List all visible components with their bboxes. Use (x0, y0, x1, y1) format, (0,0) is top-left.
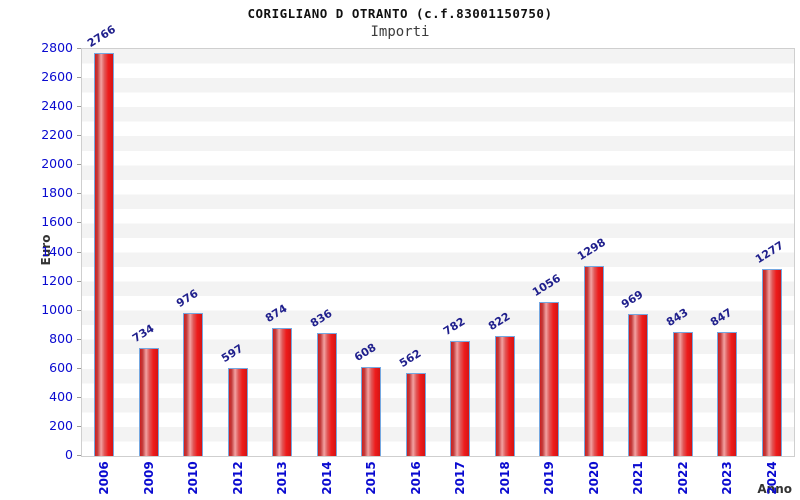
bar-value-label: 608 (352, 340, 379, 364)
x-tick-label: 2014 (319, 461, 334, 495)
y-tick-mark (77, 164, 81, 166)
y-tick-mark (77, 425, 81, 427)
plot-area: 2766 734 976 597 874 836 608 562 782 822 1056 1298 9… (81, 23, 795, 457)
bar-value-label: 1277 (752, 239, 786, 267)
bar-2016 (405, 373, 426, 456)
y-tick-mark (77, 222, 81, 224)
x-tick-label: 2015 (364, 461, 379, 495)
x-tick-label: 2013 (275, 461, 290, 495)
y-tick-mark (77, 367, 81, 369)
x-tick-label: 2017 (453, 461, 468, 495)
y-axis-tick-labels: 0 200 400 600 800 1000 1200 1400 1600 1800 2000 220… (0, 41, 77, 462)
bar-value-label: 822 (485, 309, 513, 333)
y-tick-label: 1800 (41, 185, 73, 201)
x-tick-label: 2018 (497, 461, 512, 495)
chart-title: CORIGLIANO D OTRANTO (c.f.83001150750) (247, 6, 553, 21)
bar-2006 (94, 52, 115, 456)
x-axis-title: Anno (757, 482, 792, 496)
bar-value-label: 1056 (530, 271, 564, 299)
x-tick-label: 2024 (764, 461, 779, 495)
x-tick-label: 2021 (631, 461, 646, 495)
y-tick-mark (77, 106, 81, 108)
bar-2014 (316, 333, 337, 456)
y-tick-mark (77, 77, 81, 79)
bar-value-label: 843 (663, 306, 691, 330)
x-tick-label: 2010 (186, 461, 201, 495)
bar-2013 (272, 327, 293, 456)
y-tick-label: 2000 (41, 156, 73, 172)
x-tick-label: 2019 (542, 461, 557, 495)
bar-2023 (717, 331, 738, 456)
x-tick-label: 2012 (230, 461, 245, 495)
bar-value-label: 597 (218, 342, 246, 366)
bar-2009 (138, 348, 159, 456)
y-tick-label: 1400 (41, 243, 73, 259)
bar-value-label: 734 (129, 322, 157, 346)
x-tick-label: 2022 (675, 461, 690, 495)
y-tick-mark (77, 309, 81, 311)
y-tick-label: 1600 (41, 214, 73, 230)
bar-value-label: 847 (708, 305, 735, 329)
y-tick-label: 2400 (41, 98, 73, 114)
y-tick-mark (77, 48, 81, 49)
y-tick-mark (77, 455, 81, 456)
bar-value-label: 782 (441, 315, 468, 339)
bar-value-label: 836 (307, 307, 335, 331)
bar-value-label: 874 (263, 301, 290, 325)
bar-2015 (361, 366, 382, 456)
y-tick-label: 800 (49, 330, 73, 346)
bar-2010 (183, 313, 204, 456)
bar-2018 (494, 335, 515, 456)
bar-value-label: 1298 (574, 236, 608, 264)
y-tick-mark (77, 280, 81, 282)
bar-2017 (450, 341, 471, 456)
y-tick-label: 1200 (41, 272, 73, 288)
bar-2021 (628, 314, 649, 456)
y-tick-mark (77, 251, 81, 253)
bar-2020 (583, 266, 604, 456)
y-tick-label: 600 (49, 359, 73, 375)
y-tick-label: 2200 (41, 127, 73, 143)
y-tick-label: 400 (49, 388, 73, 404)
x-tick-label: 2020 (586, 461, 601, 495)
y-tick-label: 200 (49, 417, 73, 433)
chart-subtitle: Importi (370, 24, 430, 40)
bar-value-label: 562 (396, 347, 424, 371)
y-tick-label: 1000 (41, 301, 73, 317)
bar-value-label: 969 (619, 287, 646, 312)
y-tick-mark (77, 135, 81, 137)
bar-2024 (761, 269, 782, 456)
y-tick-mark (77, 193, 81, 195)
y-tick-label: 0 (65, 447, 73, 462)
x-tick-label: 2009 (141, 461, 156, 495)
x-tick-label: 2016 (408, 461, 423, 495)
bar-2019 (539, 301, 560, 456)
y-tick-label: 2800 (41, 40, 73, 55)
x-tick-label: 2023 (720, 461, 735, 495)
y-tick-mark (77, 396, 81, 398)
bar-2012 (227, 368, 248, 456)
x-tick-label: 2006 (97, 461, 112, 495)
bar-value-label: 976 (174, 286, 201, 311)
y-tick-label: 2600 (41, 69, 73, 85)
bar-2022 (672, 332, 693, 456)
y-tick-mark (77, 338, 81, 340)
